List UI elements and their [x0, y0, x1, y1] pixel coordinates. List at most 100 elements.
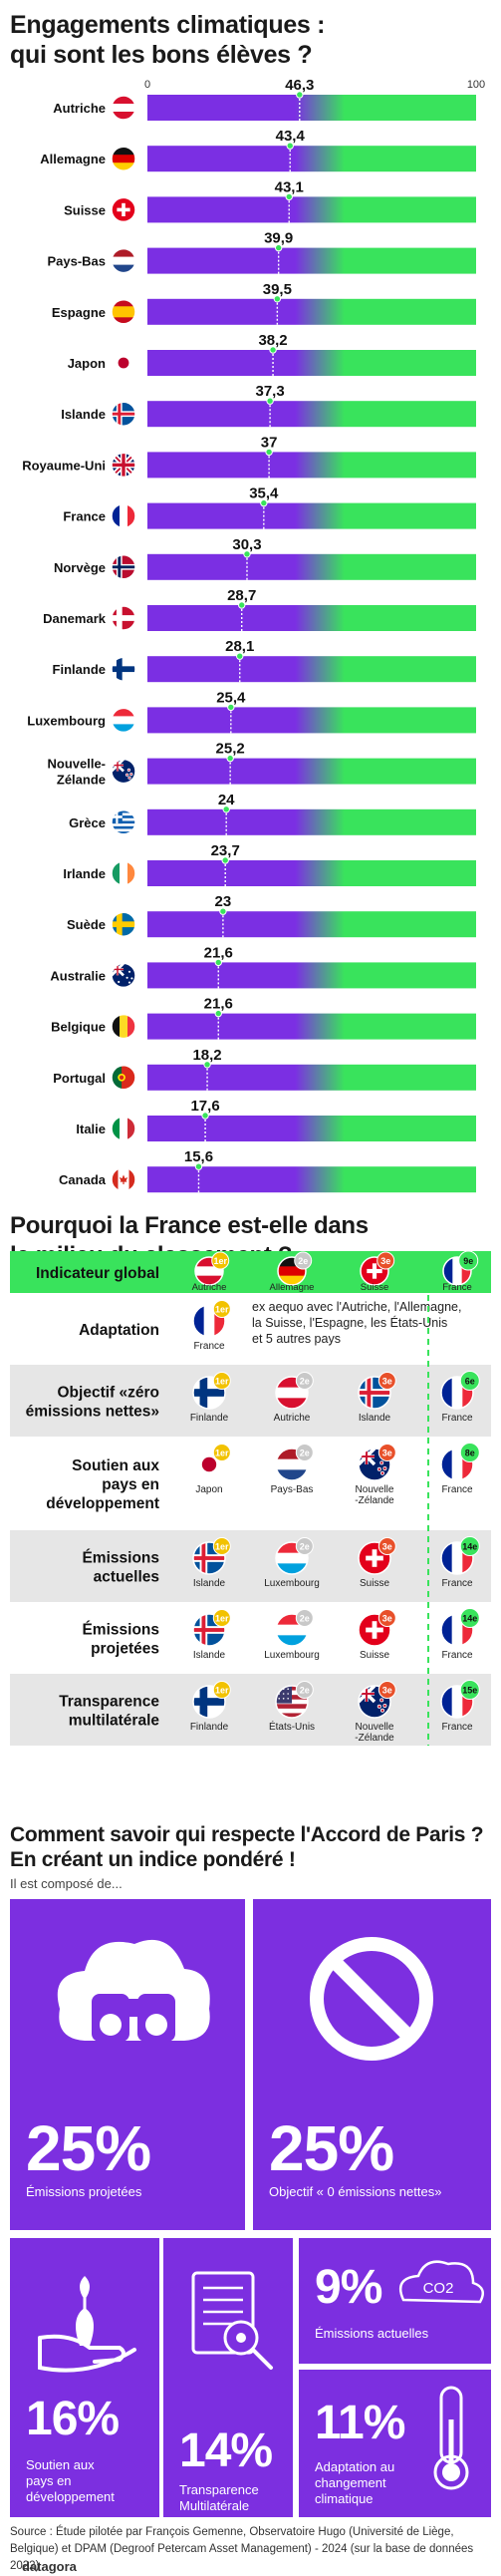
rank-badge	[377, 1681, 396, 1699]
japan-flag-icon	[111, 350, 136, 376]
category-label: Suisse	[64, 202, 106, 217]
data-label: 38,2	[258, 332, 287, 349]
weight-percentage: 25%	[269, 2112, 394, 2184]
value-dot	[274, 243, 283, 252]
norway-flag-icon	[111, 554, 136, 580]
weight-label-line: développement	[26, 2489, 115, 2504]
category-label: Autriche	[53, 101, 106, 116]
chart-row: 10,5États-Unis	[167, 1199, 196, 1201]
table-row: Émissions actuelles 1er Islande 2e Luxembourg…	[10, 1530, 491, 1602]
tie-note: la Suisse, l'Espagne, les États-Unis	[252, 1315, 447, 1330]
luxembourg-flag-icon	[275, 1613, 309, 1647]
country-name: Japon	[195, 1484, 222, 1495]
bar	[147, 452, 476, 479]
bar	[147, 962, 476, 989]
category-label: Japon	[68, 356, 106, 371]
iceland-flag-icon	[192, 1613, 226, 1647]
rank-badge-text: 2e	[300, 1449, 310, 1458]
thermometer-icon	[433, 2386, 469, 2490]
chart-row: 39,5 Espagne	[52, 281, 476, 325]
data-label: 24	[218, 792, 235, 808]
value-dot	[227, 703, 235, 712]
rank-badge	[376, 1251, 395, 1270]
data-label: 37,3	[255, 383, 284, 400]
weight-label: Objectif « 0 émissions nettes»	[269, 2184, 441, 2200]
chart-row: 28,1 Finlande	[53, 638, 476, 683]
row-label: Transparence	[59, 1694, 159, 1711]
weight-label-line: changement	[315, 2475, 386, 2490]
rank-badge	[377, 1609, 396, 1627]
weight-label-line: Émissions projetées	[26, 2184, 142, 2199]
ranking-bar-chart: 0 100 46,3 Autriche 43,4 Allemagne 43,1 Suisse 3…	[22, 77, 485, 1201]
france-flag-icon	[440, 1376, 474, 1410]
iceland-flag-icon	[111, 401, 136, 427]
value-dot	[265, 448, 273, 457]
bar	[147, 605, 476, 631]
bar	[147, 707, 476, 734]
france-rank-badge	[459, 1371, 480, 1391]
bar	[147, 808, 476, 835]
weight-card: CO2 9% Émissions actuelles	[299, 2238, 491, 2364]
luxembourg-flag-icon	[275, 1541, 309, 1575]
switzerland-flag-icon	[111, 196, 136, 223]
data-label: 46,3	[285, 77, 314, 94]
germany-flag-icon	[111, 146, 136, 171]
table-row: Objectif «zéro émissions nettes» 1er Finlan…	[10, 1365, 491, 1437]
rank-badge	[212, 1681, 231, 1699]
bar	[147, 1116, 476, 1141]
row-label: pays en	[102, 1476, 159, 1493]
category-label: Irlande	[63, 866, 106, 881]
bar	[147, 247, 476, 274]
value-dot	[203, 1061, 211, 1069]
table-row: Indicateur global 1er Autriche 2e Allemagne 3…	[10, 1251, 491, 1293]
data-label: 35,4	[249, 485, 279, 502]
value-dot	[296, 91, 304, 99]
data-label: 37	[261, 434, 278, 451]
country-name: Suisse	[361, 1282, 389, 1293]
category-label: Australie	[50, 968, 106, 983]
data-label: 25,2	[216, 741, 245, 758]
country-name: Allemagne	[270, 1282, 315, 1293]
table-row: Adaptation 1er France ex aequo avec l'Autri…	[10, 1293, 491, 1365]
luxembourg-flag-icon	[111, 707, 136, 734]
bar	[147, 1166, 476, 1193]
france-rank-text: 6e	[465, 1377, 475, 1387]
france-flag-icon	[442, 1256, 472, 1286]
prohibited-icon	[310, 1937, 433, 2061]
bar	[147, 298, 476, 325]
france-flag-icon	[192, 1304, 226, 1338]
data-label: 25,4	[216, 689, 246, 706]
country-name: France	[441, 1650, 473, 1661]
country-name: France	[193, 1341, 225, 1352]
sweden-flag-icon	[111, 911, 136, 937]
rank-badge	[212, 1444, 231, 1461]
france-flag-icon	[440, 1448, 474, 1481]
data-label: 15,6	[184, 1148, 213, 1165]
rank-badge-text: 2e	[300, 1542, 310, 1552]
rank-badge-text: 2e	[300, 1686, 310, 1696]
source-text: Source : Étude pilotée par François Geme…	[10, 2526, 474, 2572]
datagora-logo: datagora	[22, 2559, 77, 2574]
data-label: 21,6	[204, 996, 233, 1013]
document-eye-icon	[191, 2271, 273, 2370]
bar	[147, 401, 476, 428]
france-rank-badge	[459, 1680, 480, 1700]
hand-plant-icon	[38, 2276, 136, 2373]
chart-row: 15,6 Canada	[59, 1148, 476, 1193]
weight-label-line: Soutien aux	[26, 2457, 95, 2472]
rank-badge-text: 1er	[215, 1686, 229, 1696]
rank-badge-text: 1er	[215, 1377, 229, 1387]
category-label: Norvège	[54, 560, 106, 575]
row-label: Émissions	[82, 1622, 159, 1639]
data-label: 10,5	[167, 1199, 196, 1201]
row-label: multilatérale	[69, 1713, 160, 1730]
weight-label: Émissions projetées	[26, 2184, 141, 2200]
chart-row: 37 Royaume-Uni	[22, 434, 476, 479]
value-dot	[260, 498, 268, 507]
chart-row: 28,7 Danemark	[43, 587, 476, 631]
co2-cloud-icon: CO2	[398, 2260, 485, 2304]
country-name: Nouvelle	[356, 1484, 394, 1495]
data-label: 17,6	[190, 1098, 219, 1115]
weight-label: Émissions actuelles	[315, 2326, 428, 2342]
category-label: Suède	[67, 917, 106, 932]
